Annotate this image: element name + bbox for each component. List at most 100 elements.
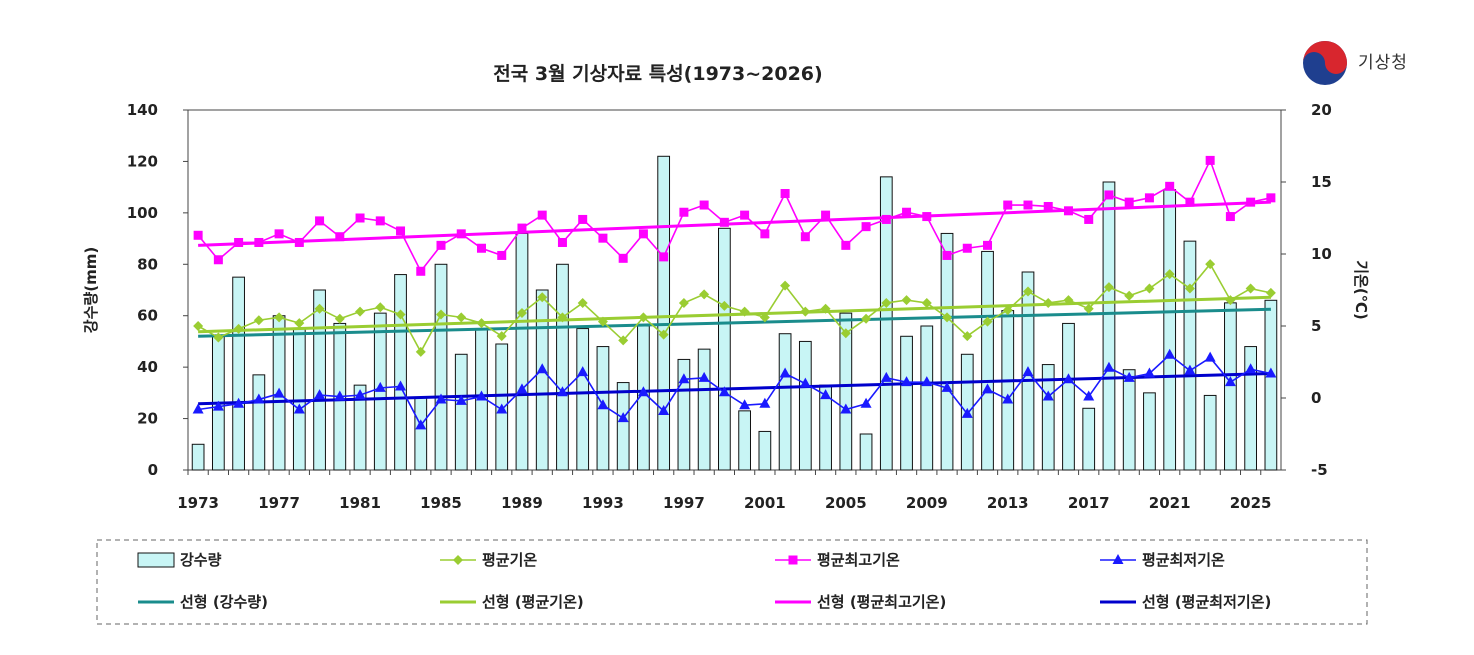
precip-bar — [798, 340, 812, 471]
series-point — [435, 393, 447, 404]
series-point — [415, 346, 426, 357]
series-point — [678, 373, 690, 384]
precip-bar — [515, 232, 529, 471]
series-point — [1184, 364, 1196, 375]
precip-bar — [758, 430, 772, 471]
series-point — [638, 229, 648, 239]
series-point — [1002, 305, 1013, 316]
x-tick-label: 2005 — [825, 494, 867, 512]
series-point — [1062, 373, 1074, 384]
precip-bar — [1001, 310, 1015, 471]
series-point — [678, 297, 689, 308]
precip-bar — [353, 384, 367, 471]
series-point — [1022, 366, 1034, 377]
series-point — [496, 331, 507, 342]
series-point — [982, 383, 994, 394]
series-point — [1265, 287, 1276, 298]
series-point — [374, 381, 386, 392]
series-point — [780, 280, 791, 291]
series-point — [698, 371, 710, 382]
series-point — [496, 403, 508, 414]
series-point — [1083, 303, 1094, 314]
legend-entry-label: 강수량 — [180, 551, 222, 569]
series-point — [1266, 193, 1276, 203]
series-point — [962, 243, 972, 253]
series-point — [1063, 206, 1073, 216]
trend-line — [198, 200, 1271, 247]
precip-bar — [1264, 299, 1278, 471]
series-point — [436, 240, 446, 250]
series-point — [881, 214, 891, 224]
series-point — [1103, 282, 1114, 293]
series-point — [1103, 361, 1115, 372]
series-point — [314, 389, 326, 400]
precip-bar — [738, 410, 751, 471]
precip-bar — [313, 289, 326, 471]
series-point — [516, 308, 527, 319]
series-point — [416, 266, 426, 276]
chart-title: 전국 3월 기상자료 특성(1973~2026) — [493, 63, 822, 85]
series-point — [618, 253, 628, 263]
series-point — [334, 390, 346, 401]
series-point — [820, 389, 832, 400]
series-point — [759, 312, 770, 323]
series-point — [841, 240, 851, 250]
kma-logo: 기상청 — [1300, 38, 1450, 88]
series-point — [1144, 283, 1155, 294]
series-point — [921, 376, 933, 387]
series-point — [618, 335, 629, 346]
legend-entry-label: 선형 (평균최저기온) — [1142, 593, 1271, 611]
legend-entry-label: 선형 (강수량) — [180, 593, 268, 611]
series-point — [557, 237, 567, 247]
series-point — [1022, 286, 1033, 297]
precip-bar — [556, 263, 569, 471]
y1-tick-label: 100 — [127, 204, 158, 222]
series-point — [517, 223, 527, 233]
series-point — [536, 363, 548, 374]
x-tick-label: 2009 — [906, 494, 948, 512]
legend-frame — [96, 539, 1368, 625]
series-point — [355, 306, 366, 317]
x-tick-label: 2017 — [1068, 494, 1110, 512]
series-point — [902, 207, 912, 217]
series-point — [820, 303, 831, 314]
legend-swatch-marker — [1112, 554, 1124, 564]
series-point — [921, 297, 932, 308]
series-point — [396, 226, 406, 236]
y1-axis-label: 강수량(mm) — [82, 247, 100, 333]
series-point — [779, 367, 791, 378]
series-point — [1184, 283, 1195, 294]
precip-bar — [900, 335, 913, 471]
precip-bar — [414, 397, 428, 471]
series-point — [1205, 259, 1216, 270]
series-point — [375, 216, 385, 226]
series-point — [1245, 283, 1256, 294]
series-point — [901, 295, 912, 306]
series-point — [638, 312, 649, 323]
series-point — [679, 207, 689, 217]
series-point — [1265, 367, 1277, 378]
series-point — [659, 252, 669, 262]
series-point — [1023, 200, 1033, 210]
series-point — [1104, 190, 1114, 200]
series-point — [637, 386, 649, 397]
precip-bar — [191, 443, 205, 471]
series-point — [860, 397, 872, 408]
precip-bar — [1203, 394, 1217, 471]
series-point — [760, 229, 770, 239]
precip-bar — [232, 276, 245, 471]
series-point — [294, 237, 304, 247]
series-point — [942, 312, 953, 323]
series-point — [1225, 295, 1236, 306]
series-point — [475, 390, 487, 401]
precip-bar — [1062, 322, 1075, 471]
trend-line — [198, 307, 1271, 338]
series-point — [395, 380, 407, 391]
series-point — [617, 412, 629, 423]
series-point — [597, 399, 609, 410]
series-point — [881, 297, 892, 308]
series-point — [497, 250, 507, 260]
series-point — [1225, 212, 1235, 222]
series-point — [436, 309, 447, 320]
